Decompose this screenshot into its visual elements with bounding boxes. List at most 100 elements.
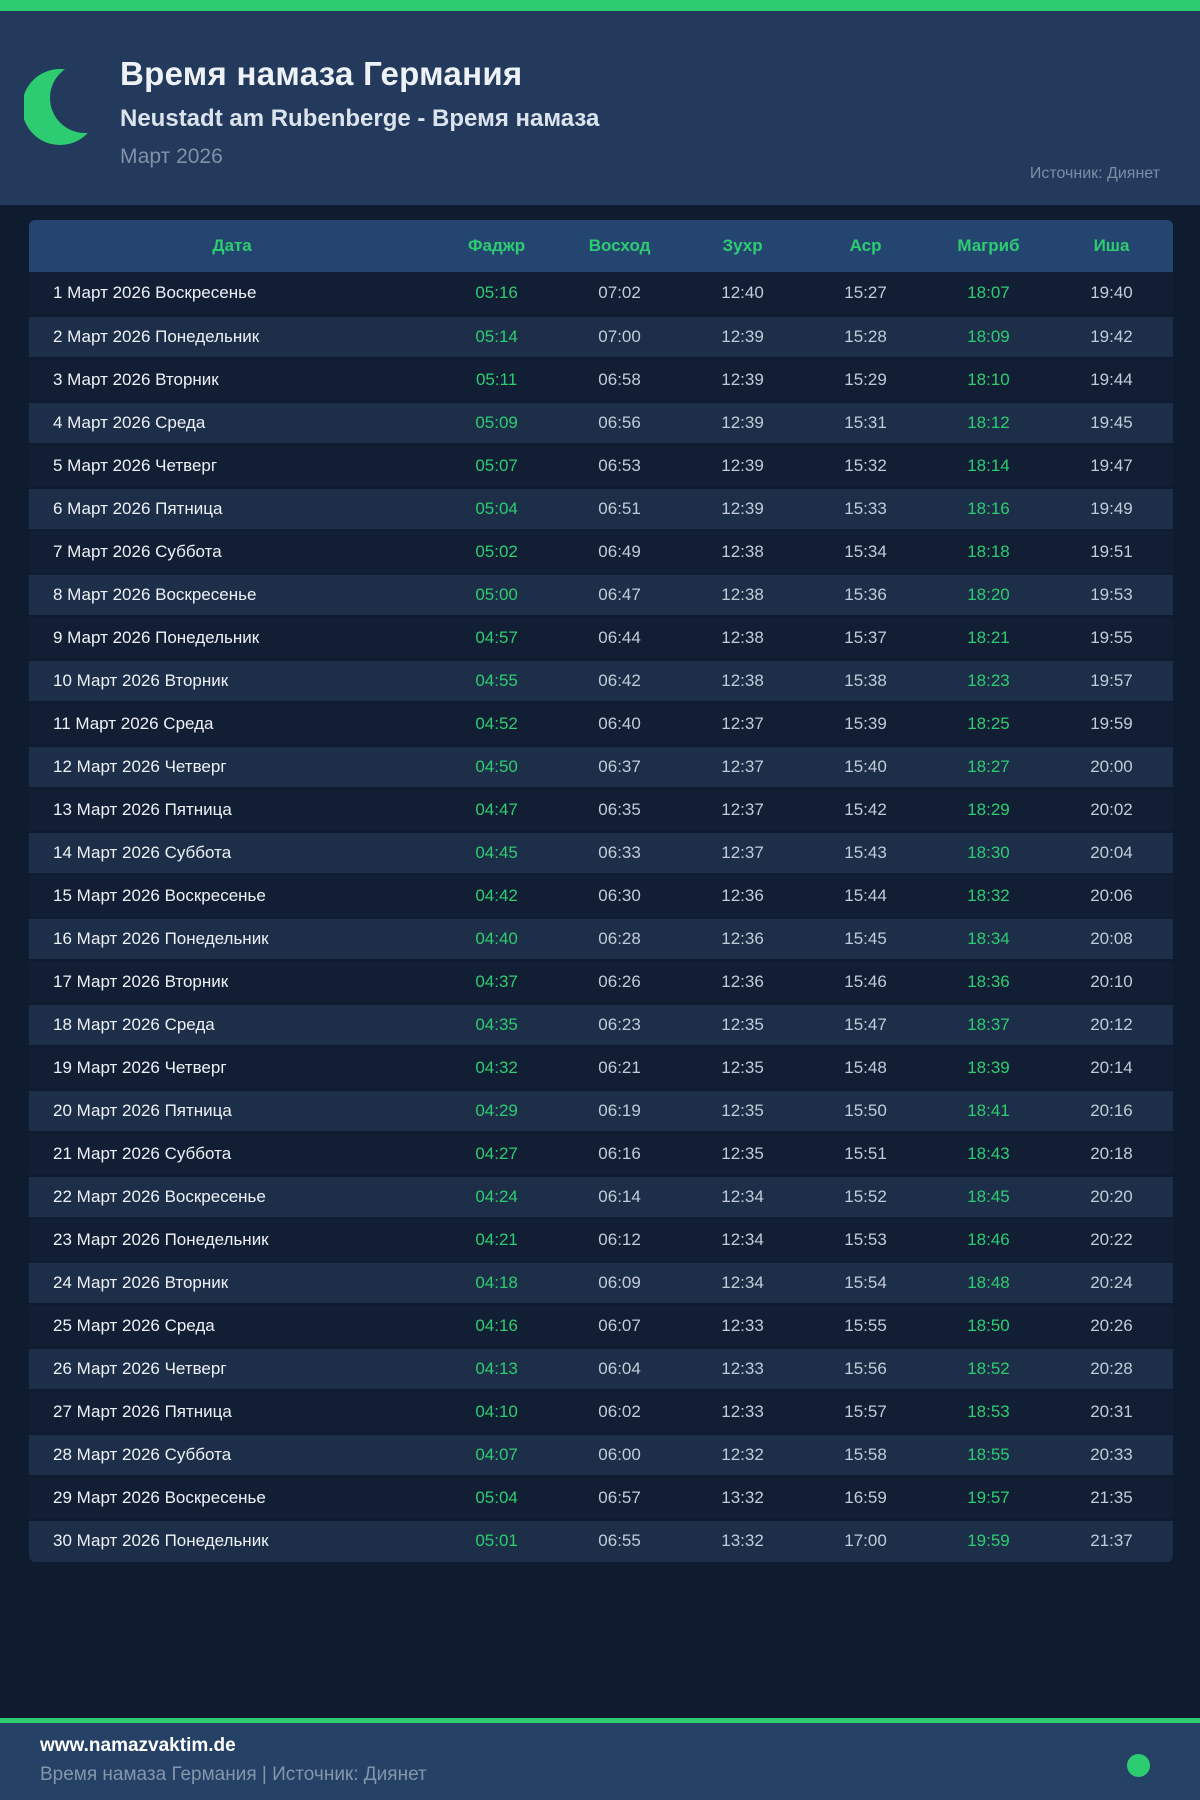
maghrib-cell: 18:18 xyxy=(967,541,1010,561)
isha-cell: 20:22 xyxy=(1090,1229,1133,1249)
date-cell: 1 Март 2026 Воскресенье xyxy=(53,282,257,302)
fajr-cell: 04:45 xyxy=(475,842,518,862)
table-row: 12 Март 2026 Четверг 04:50 06:37 12:37 1… xyxy=(29,745,1173,788)
date-cell: 30 Март 2026 Понедельник xyxy=(53,1531,269,1551)
isha-cell: 21:35 xyxy=(1090,1487,1133,1507)
asr-cell: 15:48 xyxy=(844,1057,887,1077)
fajr-cell: 04:40 xyxy=(475,928,518,948)
date-cell: 15 Март 2026 Воскресенье xyxy=(53,885,266,905)
isha-cell: 20:14 xyxy=(1090,1057,1133,1077)
asr-cell: 15:46 xyxy=(844,971,887,991)
asr-cell: 15:54 xyxy=(844,1272,887,1292)
sunrise-cell: 06:28 xyxy=(598,928,641,948)
fajr-cell: 04:37 xyxy=(475,971,518,991)
table-row: 1 Март 2026 Воскресенье 05:16 07:02 12:4… xyxy=(29,272,1173,315)
website-link[interactable]: www.namazvaktim.de xyxy=(40,1735,236,1756)
dhuhr-cell: 12:34 xyxy=(721,1272,764,1292)
dhuhr-cell: 12:39 xyxy=(721,326,764,346)
isha-cell: 20:24 xyxy=(1090,1272,1133,1292)
maghrib-cell: 18:43 xyxy=(967,1143,1010,1163)
sunrise-cell: 06:33 xyxy=(598,842,641,862)
isha-cell: 19:45 xyxy=(1090,412,1133,432)
sunrise-cell: 06:07 xyxy=(598,1315,641,1335)
dhuhr-cell: 12:36 xyxy=(721,885,764,905)
isha-cell: 20:16 xyxy=(1090,1100,1133,1120)
fajr-cell: 04:57 xyxy=(475,627,518,647)
maghrib-cell: 18:16 xyxy=(967,498,1010,518)
dhuhr-cell: 12:38 xyxy=(721,584,764,604)
sunrise-cell: 06:47 xyxy=(598,584,641,604)
asr-cell: 15:55 xyxy=(844,1315,887,1335)
fajr-cell: 04:29 xyxy=(475,1100,518,1120)
table-row: 22 Март 2026 Воскресенье 04:24 06:14 12:… xyxy=(29,1175,1173,1218)
date-cell: 17 Март 2026 Вторник xyxy=(53,971,229,991)
maghrib-cell: 18:53 xyxy=(967,1401,1010,1421)
column-header: Фаджр xyxy=(435,220,559,272)
fajr-cell: 04:50 xyxy=(475,756,518,776)
asr-cell: 15:34 xyxy=(844,541,887,561)
asr-cell: 15:56 xyxy=(844,1358,887,1378)
dhuhr-cell: 12:35 xyxy=(721,1014,764,1034)
asr-cell: 15:51 xyxy=(844,1143,887,1163)
date-cell: 23 Март 2026 Понедельник xyxy=(53,1229,269,1249)
maghrib-cell: 18:41 xyxy=(967,1100,1010,1120)
green-dot-icon xyxy=(1127,1754,1150,1777)
maghrib-cell: 18:55 xyxy=(967,1444,1010,1464)
date-cell: 24 Март 2026 Вторник xyxy=(53,1272,229,1292)
table-row: 15 Март 2026 Воскресенье 04:42 06:30 12:… xyxy=(29,874,1173,917)
asr-cell: 15:40 xyxy=(844,756,887,776)
date-cell: 22 Март 2026 Воскресенье xyxy=(53,1186,266,1206)
sunrise-cell: 06:44 xyxy=(598,627,641,647)
date-cell: 7 Март 2026 Суббота xyxy=(53,541,222,561)
fajr-cell: 05:11 xyxy=(475,369,518,389)
sunrise-cell: 06:14 xyxy=(598,1186,641,1206)
dhuhr-cell: 13:32 xyxy=(721,1487,764,1507)
isha-cell: 20:10 xyxy=(1090,971,1133,991)
date-cell: 13 Март 2026 Пятница xyxy=(53,799,232,819)
fajr-cell: 04:32 xyxy=(475,1057,518,1077)
fajr-cell: 04:07 xyxy=(475,1444,518,1464)
isha-cell: 19:51 xyxy=(1090,541,1133,561)
maghrib-cell: 18:46 xyxy=(967,1229,1010,1249)
table-row: 23 Март 2026 Понедельник 04:21 06:12 12:… xyxy=(29,1218,1173,1261)
date-cell: 6 Март 2026 Пятница xyxy=(53,498,223,518)
sunrise-cell: 06:42 xyxy=(598,670,641,690)
dhuhr-cell: 12:32 xyxy=(721,1444,764,1464)
maghrib-cell: 18:25 xyxy=(967,713,1010,733)
isha-cell: 20:28 xyxy=(1090,1358,1133,1378)
sunrise-cell: 06:12 xyxy=(598,1229,641,1249)
dhuhr-cell: 12:38 xyxy=(721,627,764,647)
sunrise-cell: 06:56 xyxy=(598,412,641,432)
date-cell: 21 Март 2026 Суббота xyxy=(53,1143,232,1163)
prayer-times-table: Дата Фаджр Восход Зухр Аср Магриб Иша 1 Март 2… xyxy=(29,220,1173,1562)
maghrib-cell: 18:36 xyxy=(967,971,1010,991)
column-header: Магриб xyxy=(927,220,1050,272)
table-row: 3 Март 2026 Вторник 05:11 06:58 12:39 15… xyxy=(29,358,1173,401)
page-title: Время намаза Германия xyxy=(120,55,523,92)
table-row: 14 Март 2026 Суббота 04:45 06:33 12:37 1… xyxy=(29,831,1173,874)
sunrise-cell: 07:02 xyxy=(598,282,641,302)
source-label: Источник: Диянет xyxy=(1029,165,1160,182)
table-row: 13 Март 2026 Пятница 04:47 06:35 12:37 1… xyxy=(29,788,1173,831)
dhuhr-cell: 12:33 xyxy=(721,1315,764,1335)
asr-cell: 15:57 xyxy=(844,1401,887,1421)
fajr-cell: 04:55 xyxy=(475,670,518,690)
isha-cell: 19:47 xyxy=(1090,455,1133,475)
maghrib-cell: 18:32 xyxy=(967,885,1010,905)
fajr-cell: 04:47 xyxy=(475,799,518,819)
dhuhr-cell: 12:34 xyxy=(721,1186,764,1206)
isha-cell: 20:12 xyxy=(1090,1014,1133,1034)
dhuhr-cell: 12:39 xyxy=(721,412,764,432)
dhuhr-cell: 12:37 xyxy=(721,756,764,776)
date-cell: 4 Март 2026 Среда xyxy=(53,412,206,432)
table-row: 9 Март 2026 Понедельник 04:57 06:44 12:3… xyxy=(29,616,1173,659)
asr-cell: 15:58 xyxy=(844,1444,887,1464)
column-header: Дата xyxy=(29,220,436,272)
table-row: 25 Март 2026 Среда 04:16 06:07 12:33 15:… xyxy=(29,1304,1173,1347)
date-cell: 26 Март 2026 Четверг xyxy=(53,1358,227,1378)
fajr-cell: 04:10 xyxy=(475,1401,518,1421)
fajr-cell: 04:52 xyxy=(475,713,518,733)
date-cell: 14 Март 2026 Суббота xyxy=(53,842,232,862)
sunrise-cell: 06:49 xyxy=(598,541,641,561)
table-row: 10 Март 2026 Вторник 04:55 06:42 12:38 1… xyxy=(29,659,1173,702)
